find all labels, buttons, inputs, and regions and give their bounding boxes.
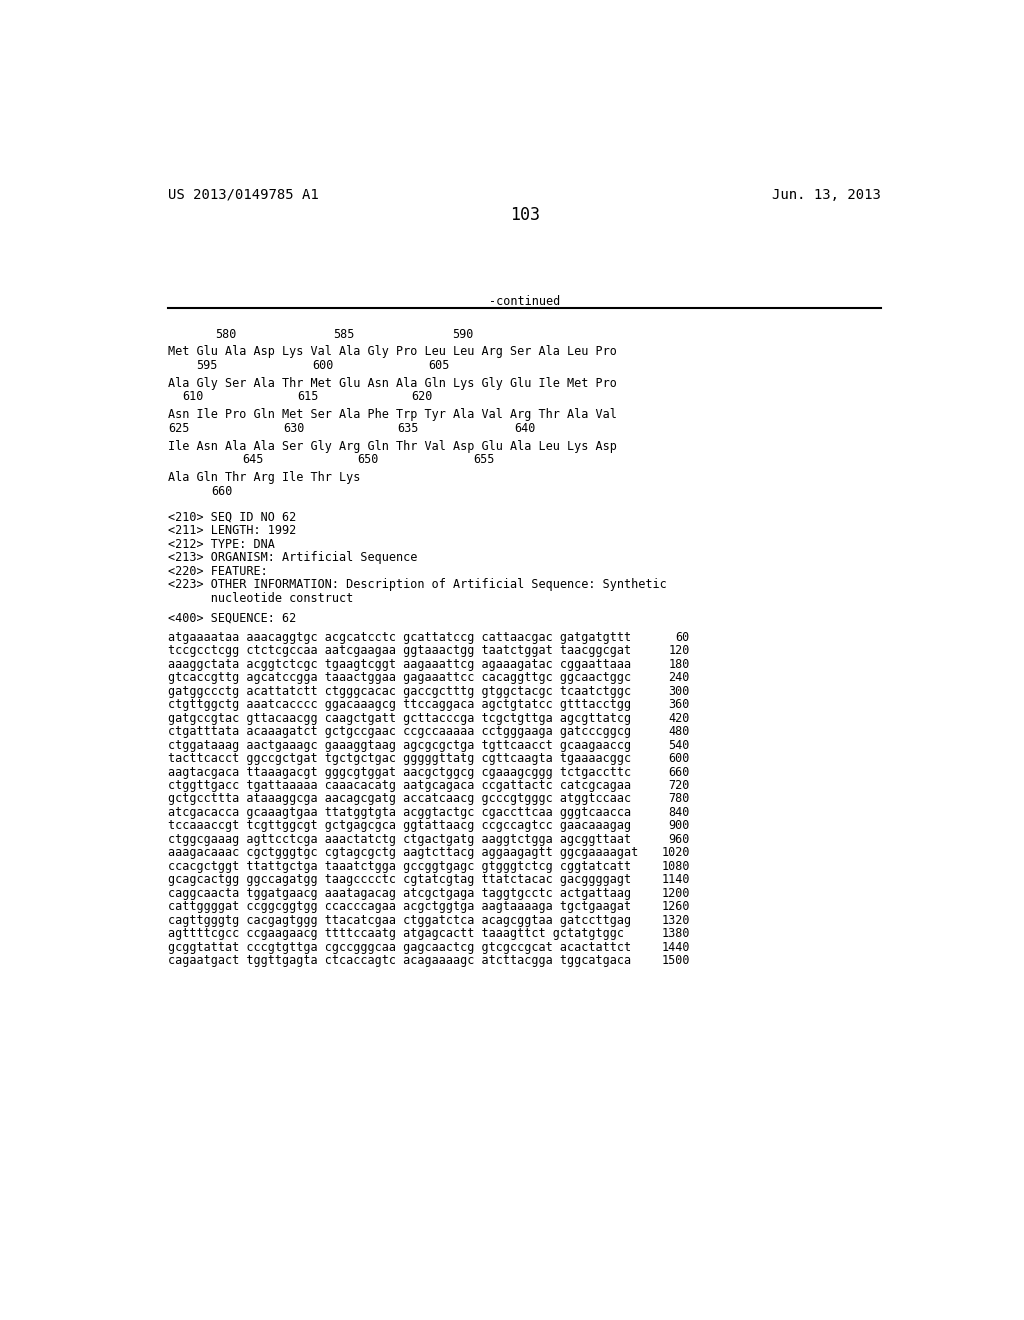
Text: 595: 595	[197, 359, 217, 372]
Text: 780: 780	[669, 792, 690, 805]
Text: <212> TYPE: DNA: <212> TYPE: DNA	[168, 537, 275, 550]
Text: cagaatgact tggttgagta ctcaccagtc acagaaaagc atcttacgga tggcatgaca: cagaatgact tggttgagta ctcaccagtc acagaaa…	[168, 954, 632, 968]
Text: ctggttgacc tgattaaaaa caaacacatg aatgcagaca ccgattactc catcgcagaa: ctggttgacc tgattaaaaa caaacacatg aatgcag…	[168, 779, 632, 792]
Text: <223> OTHER INFORMATION: Description of Artificial Sequence: Synthetic: <223> OTHER INFORMATION: Description of …	[168, 578, 667, 591]
Text: gtcaccgttg agcatccgga taaactggaa gagaaattcc cacaggttgc ggcaactggc: gtcaccgttg agcatccgga taaactggaa gagaaat…	[168, 671, 632, 684]
Text: 240: 240	[669, 671, 690, 684]
Text: gctgccttta ataaaggcga aacagcgatg accatcaacg gcccgtgggc atggtccaac: gctgccttta ataaaggcga aacagcgatg accatca…	[168, 792, 632, 805]
Text: 600: 600	[312, 359, 334, 372]
Text: Ile Asn Ala Ala Ser Gly Arg Gln Thr Val Asp Glu Ala Leu Lys Asp: Ile Asn Ala Ala Ser Gly Arg Gln Thr Val …	[168, 440, 617, 453]
Text: -continued: -continued	[489, 296, 560, 309]
Text: 615: 615	[297, 391, 318, 403]
Text: 585: 585	[334, 327, 354, 341]
Text: 1140: 1140	[662, 874, 690, 886]
Text: US 2013/0149785 A1: US 2013/0149785 A1	[168, 187, 319, 202]
Text: gcagcactgg ggccagatgg taagcccctc cgtatcgtag ttatctacac gacggggagt: gcagcactgg ggccagatgg taagcccctc cgtatcg…	[168, 874, 632, 886]
Text: 655: 655	[473, 453, 495, 466]
Text: agttttcgcc ccgaagaacg ttttccaatg atgagcactt taaagttct gctatgtggc: agttttcgcc ccgaagaacg ttttccaatg atgagca…	[168, 927, 625, 940]
Text: tccaaaccgt tcgttggcgt gctgagcgca ggtattaacg ccgccagtcc gaacaaagag: tccaaaccgt tcgttggcgt gctgagcgca ggtatta…	[168, 820, 632, 833]
Text: <220> FEATURE:: <220> FEATURE:	[168, 565, 268, 578]
Text: 600: 600	[669, 752, 690, 766]
Text: 660: 660	[669, 766, 690, 779]
Text: 103: 103	[510, 206, 540, 224]
Text: cattggggat ccggcggtgg ccacccagaa acgctggtga aagtaaaaga tgctgaagat: cattggggat ccggcggtgg ccacccagaa acgctgg…	[168, 900, 632, 913]
Text: Asn Ile Pro Gln Met Ser Ala Phe Trp Tyr Ala Val Arg Thr Ala Val: Asn Ile Pro Gln Met Ser Ala Phe Trp Tyr …	[168, 408, 617, 421]
Text: <211> LENGTH: 1992: <211> LENGTH: 1992	[168, 524, 297, 537]
Text: 635: 635	[397, 422, 419, 434]
Text: atgaaaataa aaacaggtgc acgcatcctc gcattatccg cattaacgac gatgatgttt: atgaaaataa aaacaggtgc acgcatcctc gcattat…	[168, 631, 632, 644]
Text: Ala Gly Ser Ala Thr Met Glu Asn Ala Gln Lys Gly Glu Ile Met Pro: Ala Gly Ser Ala Thr Met Glu Asn Ala Gln …	[168, 376, 617, 389]
Text: tccgcctcgg ctctcgccaa aatcgaagaa ggtaaactgg taatctggat taacggcgat: tccgcctcgg ctctcgccaa aatcgaagaa ggtaaac…	[168, 644, 632, 657]
Text: tacttcacct ggccgctgat tgctgctgac gggggttatg cgttcaagta tgaaaacggc: tacttcacct ggccgctgat tgctgctgac gggggtt…	[168, 752, 632, 766]
Text: gcggtattat cccgtgttga cgccgggcaa gagcaactcg gtcgccgcat acactattct: gcggtattat cccgtgttga cgccgggcaa gagcaac…	[168, 941, 632, 954]
Text: aagtacgaca ttaaagacgt gggcgtggat aacgctggcg cgaaagcggg tctgaccttc: aagtacgaca ttaaagacgt gggcgtggat aacgctg…	[168, 766, 632, 779]
Text: 640: 640	[514, 422, 536, 434]
Text: 580: 580	[215, 327, 237, 341]
Text: 540: 540	[669, 739, 690, 751]
Text: Jun. 13, 2013: Jun. 13, 2013	[772, 187, 882, 202]
Text: 120: 120	[669, 644, 690, 657]
Text: 1200: 1200	[662, 887, 690, 900]
Text: Met Glu Ala Asp Lys Val Ala Gly Pro Leu Leu Arg Ser Ala Leu Pro: Met Glu Ala Asp Lys Val Ala Gly Pro Leu …	[168, 345, 617, 358]
Text: cagttgggtg cacgagtggg ttacatcgaa ctggatctca acagcggtaa gatccttgag: cagttgggtg cacgagtggg ttacatcgaa ctggatc…	[168, 913, 632, 927]
Text: 625: 625	[168, 422, 189, 434]
Text: 1440: 1440	[662, 941, 690, 954]
Text: 900: 900	[669, 820, 690, 833]
Text: 590: 590	[452, 327, 473, 341]
Text: aaaggctata acggtctcgc tgaagtcggt aagaaattcg agaaagatac cggaattaaa: aaaggctata acggtctcgc tgaagtcggt aagaaat…	[168, 657, 632, 671]
Text: atcgacacca gcaaagtgaa ttatggtgta acggtactgc cgaccttcaa gggtcaacca: atcgacacca gcaaagtgaa ttatggtgta acggtac…	[168, 807, 632, 818]
Text: 1260: 1260	[662, 900, 690, 913]
Text: ctgttggctg aaatcacccc ggacaaagcg ttccaggaca agctgtatcc gtttacctgg: ctgttggctg aaatcacccc ggacaaagcg ttccagg…	[168, 698, 632, 711]
Text: aaagacaaac cgctgggtgc cgtagcgctg aagtcttacg aggaagagtt ggcgaaaagat: aaagacaaac cgctgggtgc cgtagcgctg aagtctt…	[168, 846, 639, 859]
Text: nucleotide construct: nucleotide construct	[168, 591, 353, 605]
Text: 1320: 1320	[662, 913, 690, 927]
Text: 1080: 1080	[662, 859, 690, 873]
Text: 645: 645	[243, 453, 264, 466]
Text: 180: 180	[669, 657, 690, 671]
Text: 605: 605	[429, 359, 451, 372]
Text: 610: 610	[182, 391, 204, 403]
Text: 630: 630	[283, 422, 304, 434]
Text: 620: 620	[412, 391, 433, 403]
Text: 1500: 1500	[662, 954, 690, 968]
Text: 720: 720	[669, 779, 690, 792]
Text: <210> SEQ ID NO 62: <210> SEQ ID NO 62	[168, 511, 297, 524]
Text: 960: 960	[669, 833, 690, 846]
Text: 60: 60	[676, 631, 690, 644]
Text: gatggccctg acattatctt ctgggcacac gaccgctttg gtggctacgc tcaatctggc: gatggccctg acattatctt ctgggcacac gaccgct…	[168, 685, 632, 698]
Text: gatgccgtac gttacaacgg caagctgatt gcttacccga tcgctgttga agcgttatcg: gatgccgtac gttacaacgg caagctgatt gcttacc…	[168, 711, 632, 725]
Text: 1020: 1020	[662, 846, 690, 859]
Text: <400> SEQUENCE: 62: <400> SEQUENCE: 62	[168, 611, 297, 624]
Text: 660: 660	[212, 484, 233, 498]
Text: ctgatttata acaaagatct gctgccgaac ccgccaaaaa cctgggaaga gatcccggcg: ctgatttata acaaagatct gctgccgaac ccgccaa…	[168, 725, 632, 738]
Text: ctggataaag aactgaaagc gaaaggtaag agcgcgctga tgttcaacct gcaagaaccg: ctggataaag aactgaaagc gaaaggtaag agcgcgc…	[168, 739, 632, 751]
Text: 1380: 1380	[662, 927, 690, 940]
Text: 300: 300	[669, 685, 690, 698]
Text: 360: 360	[669, 698, 690, 711]
Text: 480: 480	[669, 725, 690, 738]
Text: 840: 840	[669, 807, 690, 818]
Text: 650: 650	[357, 453, 379, 466]
Text: ccacgctggt ttattgctga taaatctgga gccggtgagc gtgggtctcg cggtatcatt: ccacgctggt ttattgctga taaatctgga gccggtg…	[168, 859, 632, 873]
Text: <213> ORGANISM: Artificial Sequence: <213> ORGANISM: Artificial Sequence	[168, 552, 418, 564]
Text: caggcaacta tggatgaacg aaatagacag atcgctgaga taggtgcctc actgattaag: caggcaacta tggatgaacg aaatagacag atcgctg…	[168, 887, 632, 900]
Text: Ala Gln Thr Arg Ile Thr Lys: Ala Gln Thr Arg Ile Thr Lys	[168, 471, 360, 484]
Text: 420: 420	[669, 711, 690, 725]
Text: ctggcgaaag agttcctcga aaactatctg ctgactgatg aaggtctgga agcggttaat: ctggcgaaag agttcctcga aaactatctg ctgactg…	[168, 833, 632, 846]
